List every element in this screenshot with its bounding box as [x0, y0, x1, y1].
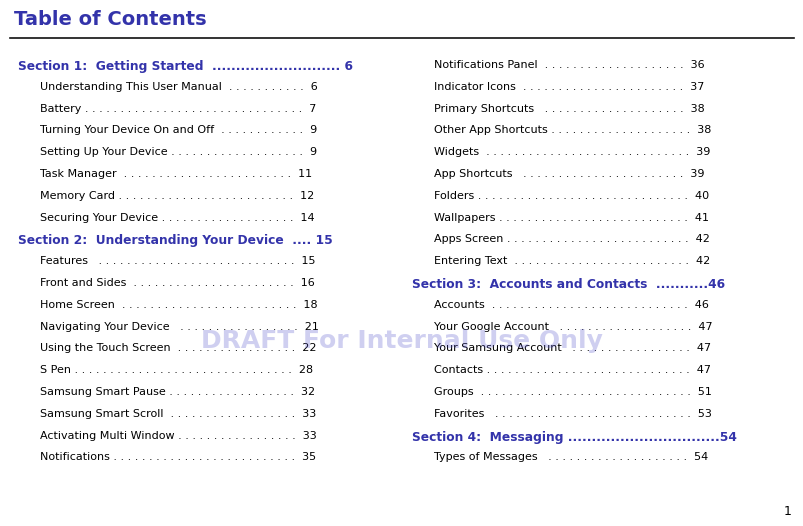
Text: Indicator Icons  . . . . . . . . . . . . . . . . . . . . . . .  37: Indicator Icons . . . . . . . . . . . . … [434, 82, 703, 92]
Text: 1: 1 [783, 505, 791, 518]
Text: Section 4:  Messaging ................................54: Section 4: Messaging ...................… [411, 431, 736, 443]
Text: Favorites   . . . . . . . . . . . . . . . . . . . . . . . . . . . .  53: Favorites . . . . . . . . . . . . . . . … [434, 409, 711, 419]
Text: DRAFT For Internal Use Only: DRAFT For Internal Use Only [201, 329, 602, 353]
Text: S Pen . . . . . . . . . . . . . . . . . . . . . . . . . . . . . . .  28: S Pen . . . . . . . . . . . . . . . . . … [40, 365, 312, 375]
Text: Section 1:  Getting Started  ........................... 6: Section 1: Getting Started .............… [18, 60, 353, 73]
Text: Samsung Smart Pause . . . . . . . . . . . . . . . . . .  32: Samsung Smart Pause . . . . . . . . . . … [40, 387, 315, 397]
Text: Section 3:  Accounts and Contacts  ...........46: Section 3: Accounts and Contacts .......… [411, 278, 724, 291]
Text: Accounts  . . . . . . . . . . . . . . . . . . . . . . . . . . . .  46: Accounts . . . . . . . . . . . . . . . .… [434, 300, 708, 310]
Text: Groups  . . . . . . . . . . . . . . . . . . . . . . . . . . . . . .  51: Groups . . . . . . . . . . . . . . . . .… [434, 387, 711, 397]
Text: App Shortcuts   . . . . . . . . . . . . . . . . . . . . . . .  39: App Shortcuts . . . . . . . . . . . . . … [434, 169, 703, 179]
Text: Setting Up Your Device . . . . . . . . . . . . . . . . . . .  9: Setting Up Your Device . . . . . . . . .… [40, 147, 316, 157]
Text: Apps Screen . . . . . . . . . . . . . . . . . . . . . . . . . .  42: Apps Screen . . . . . . . . . . . . . . … [434, 235, 709, 245]
Text: Contacts . . . . . . . . . . . . . . . . . . . . . . . . . . . . .  47: Contacts . . . . . . . . . . . . . . . .… [434, 365, 710, 375]
Text: Notifications Panel  . . . . . . . . . . . . . . . . . . . .  36: Notifications Panel . . . . . . . . . . … [434, 60, 703, 70]
Text: Battery . . . . . . . . . . . . . . . . . . . . . . . . . . . . . . .  7: Battery . . . . . . . . . . . . . . . . … [40, 104, 316, 114]
Text: Your Google Account   . . . . . . . . . . . . . . . . . . .  47: Your Google Account . . . . . . . . . . … [434, 321, 711, 331]
Text: Activating Multi Window . . . . . . . . . . . . . . . . .  33: Activating Multi Window . . . . . . . . … [40, 431, 316, 441]
Text: Navigating Your Device   . . . . . . . . . . . . . . . . .  21: Navigating Your Device . . . . . . . . .… [40, 321, 319, 331]
Text: Entering Text  . . . . . . . . . . . . . . . . . . . . . . . . .  42: Entering Text . . . . . . . . . . . . . … [434, 256, 709, 266]
Text: Task Manager  . . . . . . . . . . . . . . . . . . . . . . . .  11: Task Manager . . . . . . . . . . . . . .… [40, 169, 312, 179]
Text: Samsung Smart Scroll  . . . . . . . . . . . . . . . . . .  33: Samsung Smart Scroll . . . . . . . . . .… [40, 409, 316, 419]
Text: Folders . . . . . . . . . . . . . . . . . . . . . . . . . . . . . .  40: Folders . . . . . . . . . . . . . . . . … [434, 191, 708, 201]
Text: Features   . . . . . . . . . . . . . . . . . . . . . . . . . . . .  15: Features . . . . . . . . . . . . . . . .… [40, 256, 315, 266]
Text: Memory Card . . . . . . . . . . . . . . . . . . . . . . . . .  12: Memory Card . . . . . . . . . . . . . . … [40, 191, 314, 201]
Text: Types of Messages   . . . . . . . . . . . . . . . . . . . .  54: Types of Messages . . . . . . . . . . . … [434, 452, 707, 462]
Text: Using the Touch Screen  . . . . . . . . . . . . . . . . .  22: Using the Touch Screen . . . . . . . . .… [40, 343, 316, 353]
Text: Other App Shortcuts . . . . . . . . . . . . . . . . . . . .  38: Other App Shortcuts . . . . . . . . . . … [434, 125, 711, 135]
Text: Front and Sides  . . . . . . . . . . . . . . . . . . . . . . .  16: Front and Sides . . . . . . . . . . . . … [40, 278, 314, 288]
Text: Home Screen  . . . . . . . . . . . . . . . . . . . . . . . . .  18: Home Screen . . . . . . . . . . . . . . … [40, 300, 317, 310]
Text: Understanding This User Manual  . . . . . . . . . . .  6: Understanding This User Manual . . . . .… [40, 82, 317, 92]
Text: Securing Your Device . . . . . . . . . . . . . . . . . . .  14: Securing Your Device . . . . . . . . . .… [40, 213, 314, 222]
Text: Widgets  . . . . . . . . . . . . . . . . . . . . . . . . . . . . .  39: Widgets . . . . . . . . . . . . . . . . … [434, 147, 710, 157]
Text: Turning Your Device On and Off  . . . . . . . . . . . .  9: Turning Your Device On and Off . . . . .… [40, 125, 317, 135]
Text: Your Samsung Account   . . . . . . . . . . . . . . . . .  47: Your Samsung Account . . . . . . . . . .… [434, 343, 710, 353]
Text: Primary Shortcuts   . . . . . . . . . . . . . . . . . . . .  38: Primary Shortcuts . . . . . . . . . . . … [434, 104, 704, 114]
Text: Section 2:  Understanding Your Device  .... 15: Section 2: Understanding Your Device ...… [18, 235, 332, 247]
Text: Notifications . . . . . . . . . . . . . . . . . . . . . . . . . .  35: Notifications . . . . . . . . . . . . . … [40, 452, 316, 462]
Text: Table of Contents: Table of Contents [14, 10, 206, 29]
Text: Wallpapers . . . . . . . . . . . . . . . . . . . . . . . . . . .  41: Wallpapers . . . . . . . . . . . . . . .… [434, 213, 708, 222]
